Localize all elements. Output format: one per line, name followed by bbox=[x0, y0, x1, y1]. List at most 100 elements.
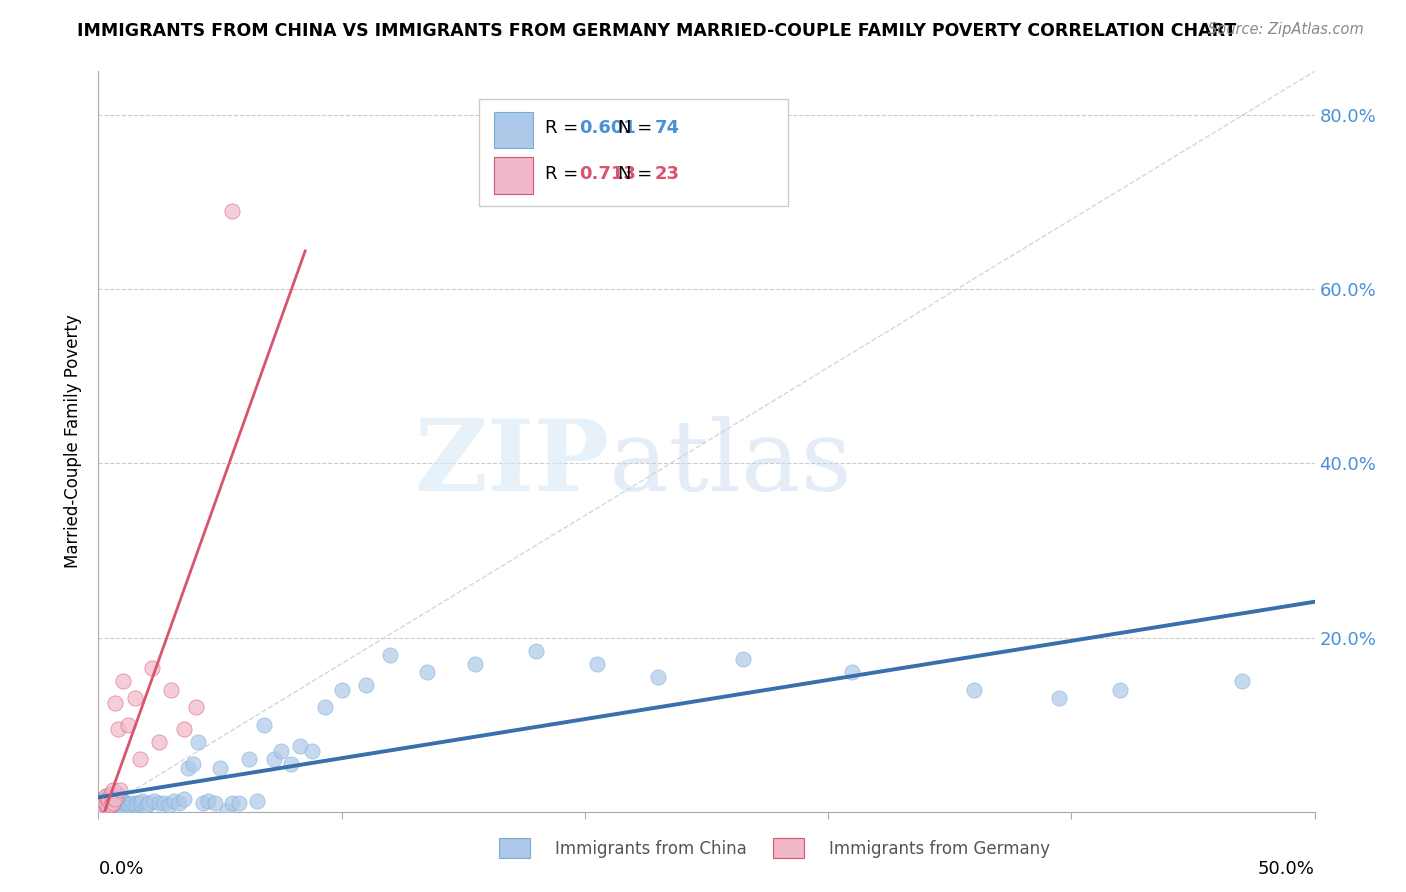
Point bbox=[101, 783, 124, 797]
Text: R =: R = bbox=[546, 165, 585, 183]
Point bbox=[107, 794, 129, 808]
Point bbox=[127, 796, 149, 810]
Point bbox=[97, 792, 120, 806]
Point bbox=[128, 752, 150, 766]
Point bbox=[117, 717, 139, 731]
Point bbox=[91, 797, 114, 812]
Text: 74: 74 bbox=[655, 120, 681, 137]
Point bbox=[104, 800, 127, 814]
Point bbox=[191, 796, 214, 810]
Point bbox=[100, 790, 122, 805]
Point bbox=[107, 800, 129, 814]
Text: 0.601: 0.601 bbox=[579, 120, 636, 137]
Text: N =: N = bbox=[619, 120, 658, 137]
Point bbox=[100, 787, 122, 801]
Point bbox=[111, 800, 134, 814]
Point bbox=[314, 700, 336, 714]
Point bbox=[184, 700, 207, 714]
Point bbox=[380, 648, 402, 662]
Point bbox=[228, 796, 250, 810]
Point bbox=[101, 800, 124, 814]
Text: atlas: atlas bbox=[609, 416, 852, 512]
Point bbox=[270, 744, 292, 758]
Text: IMMIGRANTS FROM CHINA VS IMMIGRANTS FROM GERMANY MARRIED-COUPLE FAMILY POVERTY C: IMMIGRANTS FROM CHINA VS IMMIGRANTS FROM… bbox=[77, 22, 1237, 40]
Point bbox=[124, 691, 146, 706]
Point bbox=[143, 794, 166, 808]
Text: 0.0%: 0.0% bbox=[98, 860, 143, 878]
Point bbox=[94, 789, 117, 803]
Text: Immigrants from China: Immigrants from China bbox=[534, 840, 747, 858]
Point bbox=[104, 696, 127, 710]
Point bbox=[167, 796, 190, 810]
Point bbox=[141, 661, 163, 675]
Point bbox=[114, 796, 136, 810]
Point bbox=[290, 739, 312, 754]
Point bbox=[121, 796, 143, 810]
Point bbox=[100, 800, 122, 814]
Point bbox=[91, 794, 114, 808]
Point bbox=[157, 797, 180, 812]
Point bbox=[114, 799, 136, 814]
Point bbox=[301, 744, 323, 758]
Point bbox=[181, 756, 204, 771]
Point bbox=[238, 752, 260, 766]
Point bbox=[177, 761, 200, 775]
Point bbox=[280, 756, 302, 771]
Text: N =: N = bbox=[619, 165, 658, 183]
Point bbox=[104, 796, 127, 810]
Point bbox=[90, 800, 112, 814]
Point bbox=[101, 794, 124, 808]
Point bbox=[245, 794, 267, 808]
Point bbox=[160, 682, 183, 697]
Point bbox=[110, 783, 132, 797]
Point bbox=[524, 643, 547, 657]
Point bbox=[94, 789, 117, 803]
Point bbox=[204, 796, 226, 810]
Point bbox=[221, 203, 243, 218]
Text: Immigrants from Germany: Immigrants from Germany bbox=[808, 840, 1050, 858]
Point bbox=[131, 794, 153, 808]
Point bbox=[1109, 682, 1132, 697]
Point bbox=[221, 796, 243, 810]
Point bbox=[124, 797, 146, 812]
Point bbox=[217, 804, 239, 818]
Text: 23: 23 bbox=[655, 165, 681, 183]
Point bbox=[94, 800, 117, 814]
Point bbox=[253, 717, 276, 731]
Point bbox=[586, 657, 609, 671]
Point bbox=[110, 792, 132, 806]
Text: R =: R = bbox=[546, 120, 585, 137]
Point bbox=[128, 796, 150, 810]
Text: Source: ZipAtlas.com: Source: ZipAtlas.com bbox=[1208, 22, 1364, 37]
Point bbox=[107, 722, 129, 736]
Point bbox=[94, 796, 117, 810]
Point bbox=[117, 797, 139, 812]
Point bbox=[841, 665, 863, 680]
Point bbox=[136, 797, 159, 812]
Point bbox=[153, 796, 176, 810]
Text: ZIP: ZIP bbox=[415, 416, 609, 512]
Point bbox=[138, 796, 160, 810]
Point bbox=[104, 791, 127, 805]
Point bbox=[464, 657, 486, 671]
Point bbox=[209, 761, 232, 775]
Point bbox=[1230, 674, 1253, 689]
Point bbox=[90, 794, 112, 808]
Point bbox=[1047, 691, 1070, 706]
Point bbox=[111, 794, 134, 808]
Point bbox=[187, 735, 209, 749]
Point bbox=[148, 735, 170, 749]
Point bbox=[94, 797, 117, 812]
Point bbox=[91, 791, 114, 805]
Point bbox=[90, 800, 112, 814]
Point bbox=[963, 682, 986, 697]
Point bbox=[148, 796, 170, 810]
Point bbox=[110, 799, 132, 814]
Point bbox=[97, 791, 120, 805]
Text: 50.0%: 50.0% bbox=[1258, 860, 1315, 878]
Point bbox=[111, 674, 134, 689]
Point bbox=[97, 799, 120, 814]
Point bbox=[118, 797, 141, 812]
Point bbox=[97, 800, 120, 814]
Point bbox=[100, 796, 122, 810]
